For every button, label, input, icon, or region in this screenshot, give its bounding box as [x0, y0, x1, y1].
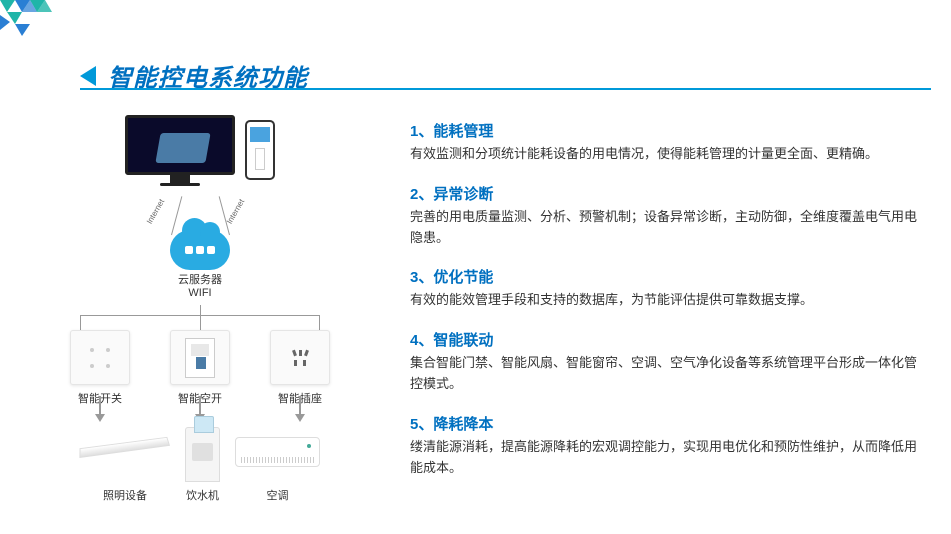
feature-item: 1、能耗管理 有效监测和分项统计能耗设备的用电情况，使得能耗管理的计量更全面、更… [410, 120, 921, 165]
system-diagram: Internet Internet 云服务器WIFI 智能开关 智能空开 智能插… [0, 100, 400, 534]
feature-item: 5、降耗降本 缕清能源消耗，提高能源降耗的宏观调控能力，实现用电优化和预防性维护… [410, 413, 921, 479]
arrow-down-icon [63, 414, 138, 422]
smart-breaker: 智能空开 [163, 330, 238, 406]
water-dispenser: 饮水机 [185, 427, 220, 503]
air-conditioner: 空调 [235, 437, 320, 503]
smart-switch: 智能开关 [63, 330, 138, 406]
cloud-server-icon [170, 230, 230, 270]
phone-icon [245, 120, 275, 180]
features-column: 1、能耗管理 有效监测和分项统计能耗设备的用电情况，使得能耗管理的计量更全面、更… [400, 100, 951, 534]
feature-item: 3、优化节能 有效的能效管理手段和支持的数据库，为节能评估提供可靠数据支撑。 [410, 266, 921, 311]
monitor-icon [125, 115, 235, 185]
smart-socket: 智能插座 [263, 330, 338, 406]
title-underline [80, 88, 931, 90]
internet-label-right: Internet [224, 197, 245, 225]
arrow-down-icon [263, 414, 338, 422]
feature-item: 2、异常诊断 完善的用电质量监测、分析、预警机制；设备异常诊断，主动防御，全维度… [410, 183, 921, 249]
lighting-device: 照明设备 [80, 442, 170, 503]
title-arrow-icon [80, 66, 96, 86]
internet-label-left: Internet [145, 197, 166, 225]
cloud-label: 云服务器WIFI [178, 274, 222, 300]
feature-item: 4、智能联动 集合智能门禁、智能风扇、智能窗帘、空调、空气净化设备等系统管理平台… [410, 329, 921, 395]
corner-decoration [0, 0, 80, 50]
